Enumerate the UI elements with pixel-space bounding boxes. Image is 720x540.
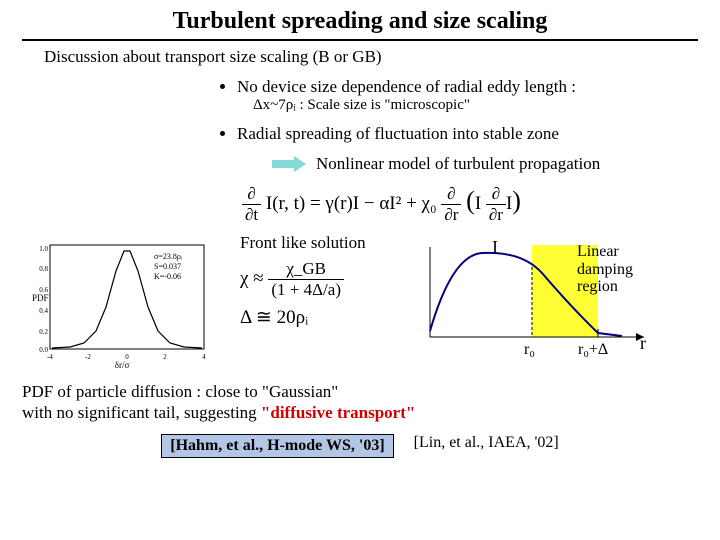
bottom-text: PDF of particle diffusion : close to "Ga… xyxy=(22,381,698,424)
subtitle: Discussion about transport size scaling … xyxy=(44,47,698,67)
bottom-l1: PDF of particle diffusion : close to "Ga… xyxy=(22,382,338,401)
bullet-1-text: No device size dependence of radial eddy… xyxy=(237,77,576,96)
pdf-anno-s: S=0.037 xyxy=(154,262,181,271)
front-plot: I Linear damping region r₀ r₀+Δ r xyxy=(422,233,652,368)
citations-row: [Hahm, et al., H-mode WS, '03] [Lin, et … xyxy=(22,434,698,458)
citation-lin: [Lin, et al., IAEA, '02] xyxy=(414,434,559,458)
svg-text:2: 2 xyxy=(163,353,167,361)
main-eq-mid: I(r, t) = γ(r)I − αI² + χ₀ xyxy=(266,193,437,214)
main-equation: ∂∂t I(r, t) = γ(r)I − αI² + χ₀ ∂∂r (I ∂∂… xyxy=(242,184,698,225)
bullet-1: No device size dependence of radial eddy… xyxy=(237,77,698,114)
linear-l2: damping region xyxy=(577,261,633,296)
citation-hahm: [Hahm, et al., H-mode WS, '03] xyxy=(161,434,393,458)
pdf-anno-sigma: σ=23.8ρᵢ xyxy=(154,252,183,261)
delta-eq: Δ ≅ 20ρᵢ xyxy=(240,306,422,329)
r0delta-label: r₀+Δ xyxy=(578,341,608,359)
r-label: r xyxy=(640,333,646,354)
linear-l1: Linear xyxy=(577,243,619,260)
svg-text:4: 4 xyxy=(202,353,206,361)
arrow-icon xyxy=(272,156,306,172)
svg-text:-4: -4 xyxy=(47,353,53,361)
pdf-plot: 1.0 0.8 0.6 0.4 0.2 0.0 -4-2 02 4 σ=23.8… xyxy=(22,239,212,369)
front-column: Front like solution χ ≈ χ_GB (1 + 4Δ/a) … xyxy=(232,233,422,329)
arrow-row: Nonlinear model of turbulent propagation xyxy=(272,154,698,174)
svg-text:0.4: 0.4 xyxy=(39,307,48,315)
svg-text:0.2: 0.2 xyxy=(39,328,48,336)
pdf-xlabel: δr/σ xyxy=(115,360,130,369)
front-label: Front like solution xyxy=(240,233,422,253)
chi-eq-den: (1 + 4Δ/a) xyxy=(268,280,344,300)
bullet-1-sub-text: Δx~7ρᵢ : Scale size is "microscopic" xyxy=(253,97,470,113)
bullet-1-sub: Δx~7ρᵢ : Scale size is "microscopic" xyxy=(253,97,698,114)
bottom-l2a: with no significant tail, suggesting xyxy=(22,403,261,422)
svg-text:0.8: 0.8 xyxy=(39,265,48,273)
linear-damping-label: Linear damping region xyxy=(577,243,652,296)
svg-text:-2: -2 xyxy=(85,353,91,361)
bullet-list: No device size dependence of radial eddy… xyxy=(237,77,698,144)
bullet-2: Radial spreading of fluctuation into sta… xyxy=(237,124,698,144)
chi-eq: χ ≈ χ_GB (1 + 4Δ/a) xyxy=(240,259,422,300)
pdf-anno-k: K=-0.06 xyxy=(154,272,181,281)
I-label: I xyxy=(492,237,498,257)
middle-row: 1.0 0.8 0.6 0.4 0.2 0.0 -4-2 02 4 σ=23.8… xyxy=(22,233,698,369)
page-title: Turbulent spreading and size scaling xyxy=(22,8,698,41)
chi-eq-num: χ_GB xyxy=(268,259,344,280)
bottom-l2b: "diffusive transport" xyxy=(261,403,415,422)
svg-text:1.0: 1.0 xyxy=(39,245,48,253)
pdf-ylabel: PDF xyxy=(32,293,49,303)
nonlinear-line: Nonlinear model of turbulent propagation xyxy=(316,154,600,174)
r0-label: r₀ xyxy=(524,341,535,359)
